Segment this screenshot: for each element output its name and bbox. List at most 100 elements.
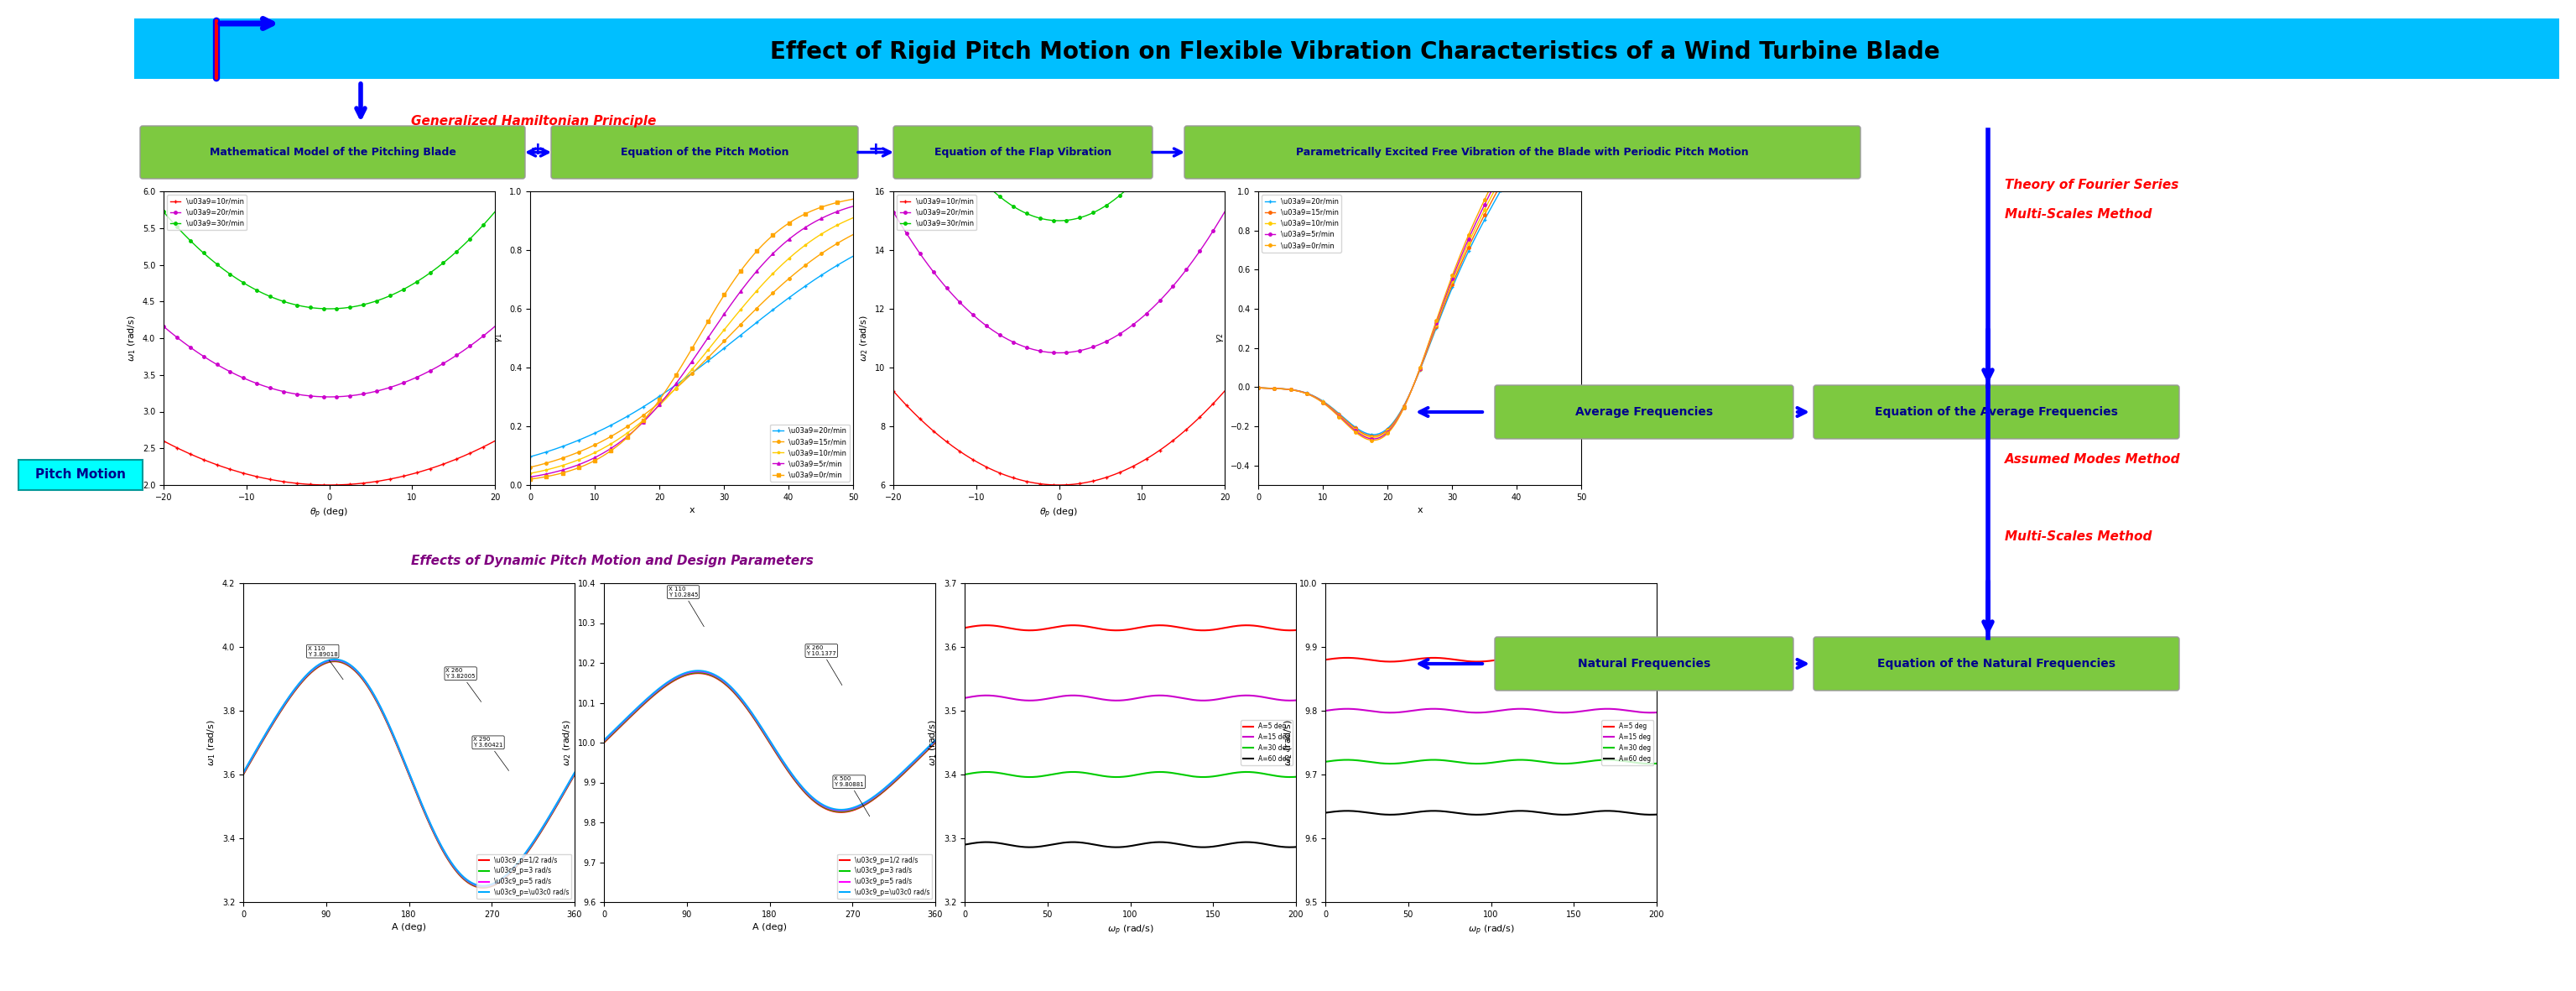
X-axis label: $\theta_p$ (deg): $\theta_p$ (deg) xyxy=(309,506,348,520)
\u03c9_p=1/2 rad/s xyxy=(623,704,654,716)
\u03a9=30r/min xyxy=(312,303,343,315)
\u03c9_p=1/2 rad/s xyxy=(319,655,350,667)
\u03a9=10r/min xyxy=(891,399,922,411)
X-axis label: $\omega_p$ (rad/s): $\omega_p$ (rad/s) xyxy=(1468,924,1515,937)
Text: X 110
Y 10.2845: X 110 Y 10.2845 xyxy=(667,587,703,626)
\u03a9=30r/min xyxy=(1043,215,1074,227)
A=15 deg xyxy=(1149,690,1180,702)
\u03a9=5r/min xyxy=(667,368,698,380)
\u03a9=5r/min xyxy=(1435,275,1466,287)
A=60 deg xyxy=(1280,841,1311,853)
A=5 deg xyxy=(1128,620,1159,632)
A=5 deg xyxy=(1108,624,1139,636)
\u03a9=10r/min xyxy=(670,372,701,384)
\u03a9=0r/min xyxy=(1507,115,1538,127)
A=5 deg xyxy=(1015,624,1046,636)
Line: \u03a9=10r/min: \u03a9=10r/min xyxy=(891,389,1226,487)
A=15 deg xyxy=(1636,707,1667,718)
Line: \u03c9_p=1/2 rad/s: \u03c9_p=1/2 rad/s xyxy=(242,661,574,888)
Line: \u03a9=10r/min: \u03a9=10r/min xyxy=(1257,12,1582,439)
A=5 deg xyxy=(1636,656,1667,668)
\u03a9=20r/min xyxy=(1566,29,1597,41)
X-axis label: $\theta_p$ (deg): $\theta_p$ (deg) xyxy=(1041,506,1079,520)
Line: A=15 deg: A=15 deg xyxy=(963,696,1296,701)
\u03a9=30r/min xyxy=(147,206,178,218)
\u03a9=20r/min xyxy=(1399,378,1430,389)
\u03a9=30r/min xyxy=(891,55,922,67)
A=15 deg xyxy=(1582,704,1613,716)
A=5 deg xyxy=(1641,655,1672,667)
A=15 deg xyxy=(1468,707,1499,718)
\u03a9=20r/min xyxy=(891,228,922,240)
Text: X 260
Y 10.1377: X 260 Y 10.1377 xyxy=(806,645,842,685)
\u03a9=5r/min xyxy=(1507,122,1538,134)
\u03c9_p=3 rad/s xyxy=(374,721,404,733)
\u03c9_p=\u03c0 rad/s xyxy=(853,794,884,806)
\u03a9=20r/min xyxy=(1358,429,1388,441)
\u03a9=20r/min xyxy=(464,333,495,345)
\u03a9=15r/min xyxy=(1558,34,1589,46)
\u03a9=20r/min xyxy=(1182,248,1213,260)
\u03a9=10r/min xyxy=(1399,378,1430,389)
\u03c9_p=1/2 rad/s xyxy=(587,736,618,748)
\u03a9=20r/min xyxy=(1396,383,1427,394)
\u03a9=0r/min xyxy=(1435,273,1466,284)
A=60 deg xyxy=(1221,836,1252,848)
Y-axis label: $\omega_1$ (rad/s): $\omega_1$ (rad/s) xyxy=(206,719,216,766)
\u03a9=10r/min xyxy=(479,435,510,447)
\u03a9=10r/min xyxy=(1558,24,1589,36)
Text: Pitch Motion: Pitch Motion xyxy=(36,469,126,482)
FancyBboxPatch shape xyxy=(894,126,1151,178)
A=60 deg xyxy=(1582,806,1613,818)
\u03a9=0r/min xyxy=(515,474,546,486)
\u03a9=30r/min xyxy=(1195,59,1226,71)
A=15 deg xyxy=(1376,707,1406,718)
\u03a9=10r/min xyxy=(1435,278,1466,290)
\u03a9=5r/min xyxy=(1566,0,1597,9)
\u03c9_p=1/2 rad/s xyxy=(683,667,714,679)
\u03a9=30r/min xyxy=(1208,27,1239,39)
\u03a9=30r/min xyxy=(878,27,909,39)
\u03a9=20r/min xyxy=(829,255,860,267)
A=5 deg xyxy=(1149,619,1180,631)
\u03c9_p=1/2 rad/s xyxy=(853,797,884,809)
\u03c9_p=3 rad/s xyxy=(487,874,518,886)
\u03a9=15r/min xyxy=(1566,18,1597,30)
A=60 deg xyxy=(1309,807,1340,819)
Text: Multi-Scales Method: Multi-Scales Method xyxy=(2004,208,2151,220)
\u03c9_p=1/2 rad/s xyxy=(848,800,878,812)
\u03c9_p=1/2 rad/s xyxy=(492,869,523,881)
\u03a9=5r/min xyxy=(1358,433,1388,445)
\u03a9=0r/min xyxy=(1242,382,1273,393)
\u03a9=15r/min xyxy=(515,462,546,474)
Text: Equation of the Average Frequencies: Equation of the Average Frequencies xyxy=(1875,406,2117,418)
\u03c9_p=3 rad/s xyxy=(319,655,350,667)
\u03a9=30r/min xyxy=(966,173,997,185)
\u03c9_p=3 rad/s xyxy=(559,768,590,780)
A=30 deg xyxy=(1149,766,1180,778)
\u03c9_p=\u03c0 rad/s xyxy=(263,709,294,720)
\u03a9=30r/min xyxy=(479,206,510,218)
\u03a9=20r/min xyxy=(1419,329,1450,341)
A=60 deg xyxy=(1108,841,1139,853)
\u03c9_p=5 rad/s xyxy=(848,799,878,811)
Text: X 110
Y 3.89018: X 110 Y 3.89018 xyxy=(307,646,343,680)
A=15 deg xyxy=(1144,690,1175,702)
\u03a9=30r/min xyxy=(237,281,268,293)
A=60 deg xyxy=(1144,836,1175,848)
A=30 deg xyxy=(1636,758,1667,770)
A=60 deg xyxy=(1468,809,1499,821)
\u03c9_p=\u03c0 rad/s xyxy=(724,689,755,701)
A=30 deg xyxy=(1280,771,1311,783)
\u03c9_p=1/2 rad/s xyxy=(456,878,487,890)
Line: \u03a9=20r/min: \u03a9=20r/min xyxy=(528,255,855,458)
Legend: A=5 deg, A=15 deg, A=30 deg, A=60 deg: A=5 deg, A=15 deg, A=30 deg, A=60 deg xyxy=(1242,720,1293,765)
\u03a9=15r/min xyxy=(829,233,860,245)
\u03a9=20r/min xyxy=(706,344,737,356)
Line: \u03a9=0r/min: \u03a9=0r/min xyxy=(528,197,855,481)
\u03c9_p=\u03c0 rad/s xyxy=(734,705,765,716)
\u03a9=10r/min xyxy=(829,215,860,227)
\u03a9=5r/min xyxy=(781,229,811,241)
\u03a9=5r/min xyxy=(670,365,701,377)
\u03a9=10r/min xyxy=(966,459,997,471)
